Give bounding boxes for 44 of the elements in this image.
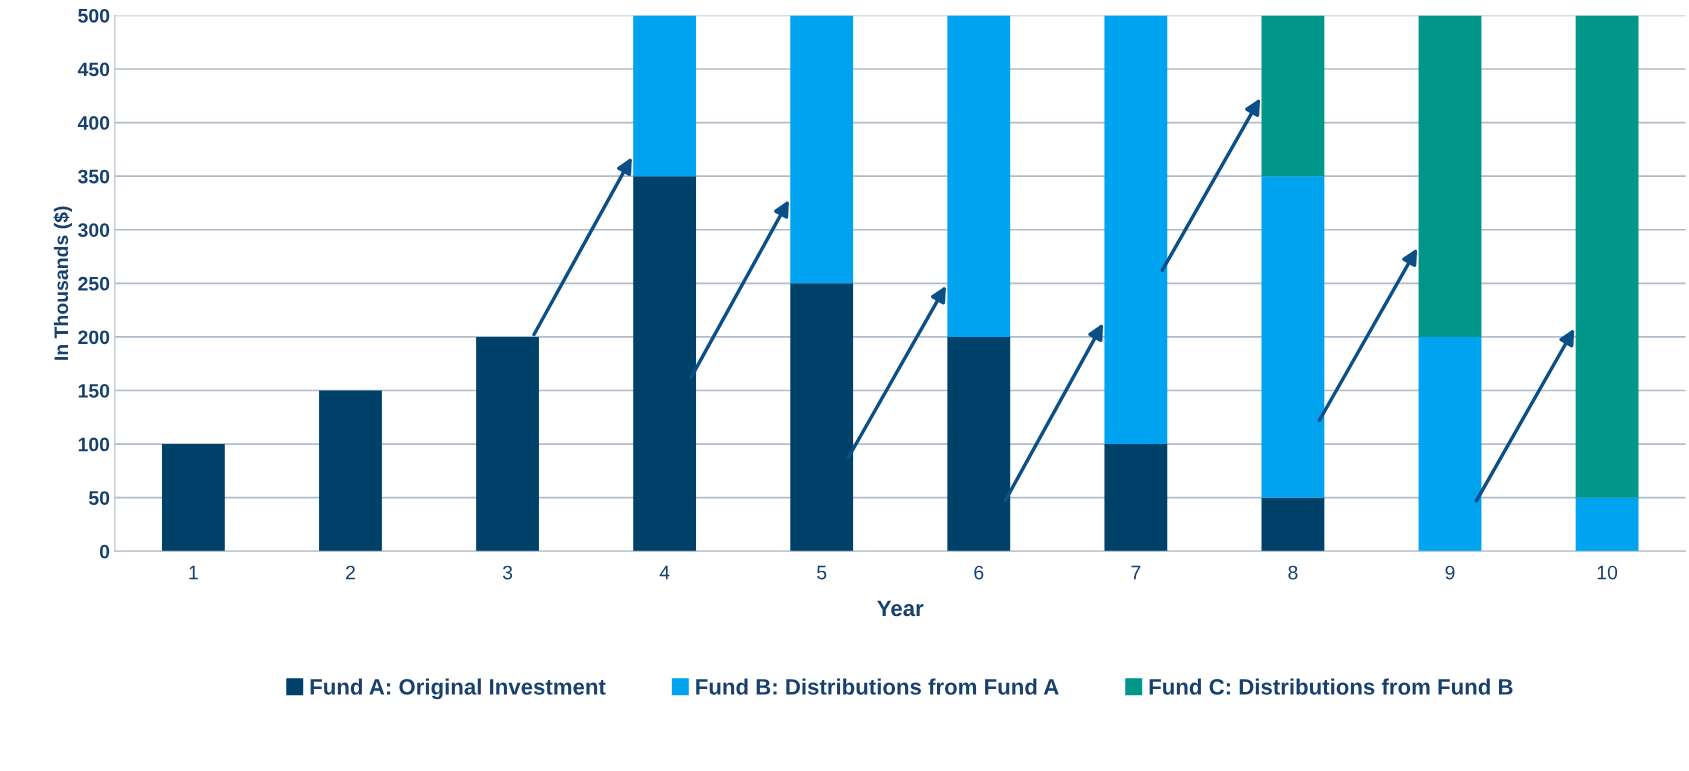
x-tick-label: 9 [1445, 565, 1455, 580]
legend-label: Fund B: Distributions from Fund A [696, 678, 1059, 695]
bar [1104, 15, 1168, 445]
bar [947, 15, 1011, 337]
y-tick-label: 150 [78, 383, 110, 398]
bar [633, 176, 697, 552]
y-axis-title: In Thousands ($) [53, 206, 72, 360]
bar [319, 390, 382, 552]
y-tick-label: 450 [77, 62, 110, 77]
y-tick-label: 100 [78, 437, 110, 452]
y-tick-label: 300 [78, 223, 110, 238]
bar [1418, 336, 1482, 552]
bar [1575, 15, 1639, 498]
x-tick-label: 8 [1288, 565, 1298, 580]
x-tick-label: 4 [659, 565, 670, 580]
bar [161, 444, 225, 552]
y-tick-label: 200 [78, 330, 110, 345]
x-tick-label: 7 [1131, 565, 1141, 580]
x-tick-label: 1 [189, 565, 198, 580]
x-tick-label: 5 [817, 565, 827, 580]
legend-label: Fund C: Distributions from Fund B [1149, 678, 1513, 695]
bar [1575, 497, 1639, 552]
bar [1418, 15, 1482, 337]
bar [1104, 444, 1168, 552]
y-tick-label: 500 [78, 8, 110, 23]
bar [476, 336, 539, 552]
bar [633, 15, 697, 177]
y-tick-label: 400 [77, 116, 110, 130]
bar [1261, 497, 1325, 552]
y-tick-label: 250 [78, 276, 110, 291]
x-axis-title: Year [877, 600, 924, 617]
x-tick-label: 10 [1597, 565, 1618, 580]
bar [790, 283, 854, 552]
x-tick-label: 2 [346, 565, 355, 580]
legend-label: Fund A: Original Investment [310, 678, 606, 700]
bar [1261, 176, 1325, 498]
bar [1261, 15, 1325, 177]
bar [947, 336, 1011, 552]
x-tick-label: 6 [974, 565, 984, 580]
y-tick-label: 350 [78, 169, 110, 184]
y-tick-label: 0 [99, 544, 110, 559]
bar [790, 15, 854, 284]
x-tick-label: 3 [502, 565, 513, 580]
y-tick-label: 50 [88, 491, 110, 505]
